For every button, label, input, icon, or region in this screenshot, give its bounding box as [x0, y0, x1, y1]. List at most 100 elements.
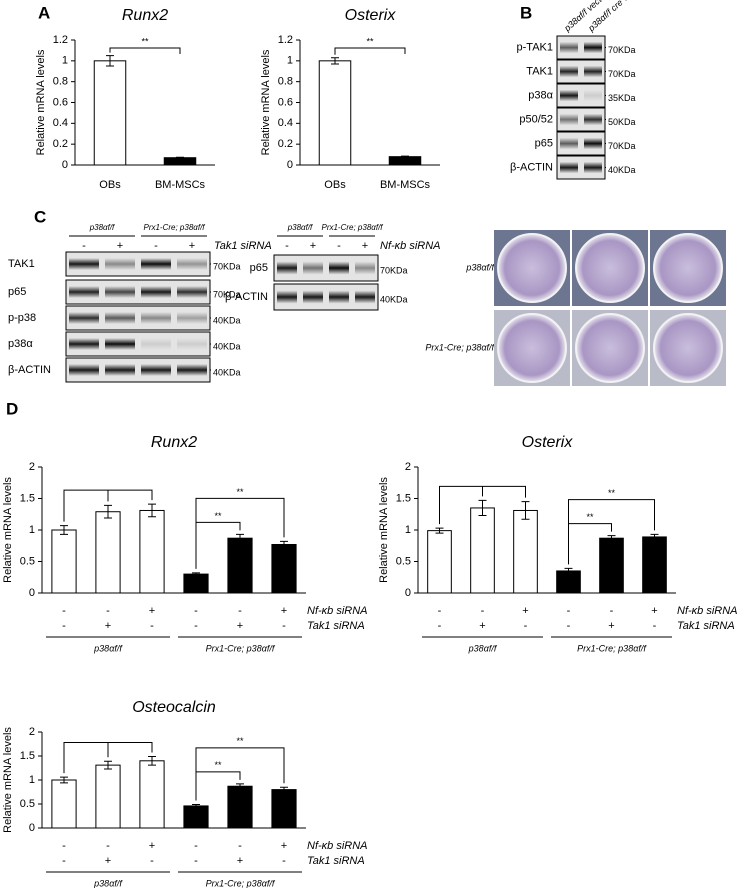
blot-band: [177, 364, 207, 376]
well: [653, 233, 723, 303]
blot-band: [105, 312, 135, 324]
bar: [427, 530, 452, 594]
bar: [470, 507, 495, 594]
y-tick-label: 2: [405, 461, 411, 473]
group-label: Prx1-Cre; p38αf/f: [577, 643, 647, 653]
treatment-cell: -: [481, 605, 485, 617]
x-tick-label: BM-MSCs: [155, 179, 206, 191]
treatment-cell: -: [62, 620, 66, 632]
blot-band: [177, 286, 207, 298]
group-label: p38αf/f: [93, 878, 123, 888]
panel-label: D: [6, 399, 18, 418]
treatment-cell: +: [105, 855, 111, 867]
blot-band: [69, 338, 99, 350]
blot-band: [105, 286, 135, 298]
blot-band: [303, 290, 323, 304]
treatment-cell: -: [610, 605, 614, 617]
chart-title: Osteocalcin: [132, 699, 216, 716]
bar: [163, 157, 197, 166]
y-tick-label: 0.4: [53, 117, 68, 129]
blot-row-label: p-p38: [8, 312, 36, 324]
bar: [139, 509, 165, 594]
treatment-name: Nf-κb siRNA: [307, 605, 368, 617]
bar: [271, 789, 297, 829]
chart-title: Osterix: [522, 434, 574, 451]
significance-bracket: [195, 771, 241, 801]
blot-band: [303, 261, 323, 275]
y-tick-label: 2: [29, 461, 35, 473]
bar: [183, 805, 209, 829]
blot-band: [141, 258, 171, 270]
bar: [139, 760, 165, 829]
bar: [51, 779, 77, 829]
blot-row-label: β-ACTIN: [8, 364, 51, 376]
blot-band: [69, 258, 99, 270]
treatment-name: Nf-κb siRNA: [380, 240, 441, 252]
treatment-cell: -: [150, 855, 154, 867]
blot-row-label: TAK1: [8, 258, 35, 270]
bar: [227, 785, 253, 829]
y-tick-label: 0.8: [278, 76, 293, 88]
blot-band: [329, 261, 349, 275]
x-tick-label: OBs: [99, 179, 121, 191]
blot-band: [105, 364, 135, 376]
treatment-cell: -: [567, 605, 571, 617]
error-bar: [401, 155, 409, 158]
bar: [642, 536, 667, 594]
blot-band: [277, 261, 297, 275]
group-label: Prx1-Cre; p38αf/f: [143, 223, 205, 232]
treatment-name: Tak1 siRNA: [677, 620, 735, 632]
panel-label: C: [34, 207, 46, 226]
significance-bracket: [195, 747, 285, 784]
group-label: Prx1-Cre; p38αf/f: [321, 223, 383, 232]
bracket: [439, 485, 526, 525]
blot-band: [105, 338, 135, 350]
error-bar: [192, 572, 200, 576]
bar: [599, 537, 624, 594]
y-tick-label: 0.6: [53, 96, 68, 108]
blot-band: [177, 338, 207, 350]
error-bar: [148, 755, 156, 766]
size-label: 70KDa: [608, 45, 636, 55]
blot-band: [584, 137, 602, 150]
y-tick-label: 1: [29, 774, 35, 786]
chart-title: Runx2: [151, 434, 197, 451]
blot-band: [69, 312, 99, 324]
significance-label: **: [366, 36, 374, 46]
size-label: 40KDa: [608, 165, 636, 175]
error-bar: [650, 533, 659, 540]
x-tick-label: BM-MSCs: [380, 179, 431, 191]
treatment-cell: +: [105, 620, 111, 632]
treatment-cell: -: [194, 840, 198, 852]
treatment-cell: +: [479, 620, 485, 632]
chart-title: Runx2: [122, 7, 168, 24]
blot-row-label: p38α: [8, 338, 33, 350]
error-bar: [148, 503, 156, 518]
y-tick-label: 1: [287, 55, 293, 67]
treatment-name: Nf-κb siRNA: [307, 840, 368, 852]
bar: [93, 60, 127, 166]
size-label: 40KDa: [213, 341, 241, 351]
size-label: 70KDa: [608, 141, 636, 151]
blot-row-label: β-ACTIN: [510, 161, 553, 173]
blot-band: [141, 338, 171, 350]
error-bar: [478, 499, 487, 517]
blot-band: [177, 258, 207, 270]
error-bar: [106, 55, 114, 67]
blot-band: [560, 65, 578, 78]
error-bar: [521, 501, 530, 520]
blot-band: [277, 290, 297, 304]
y-tick-label: 0: [405, 587, 411, 599]
well: [575, 313, 645, 383]
error-bar: [331, 57, 339, 65]
y-tick-label: 0: [29, 587, 35, 599]
treatment-cell: -: [106, 840, 110, 852]
treatment-cell: -: [238, 605, 242, 617]
treatment-cell: -: [82, 240, 86, 252]
treatment-cell: -: [285, 240, 289, 252]
panel-label: B: [520, 3, 532, 22]
error-bar: [236, 783, 244, 790]
treatment-cell: -: [150, 620, 154, 632]
well: [653, 313, 723, 383]
